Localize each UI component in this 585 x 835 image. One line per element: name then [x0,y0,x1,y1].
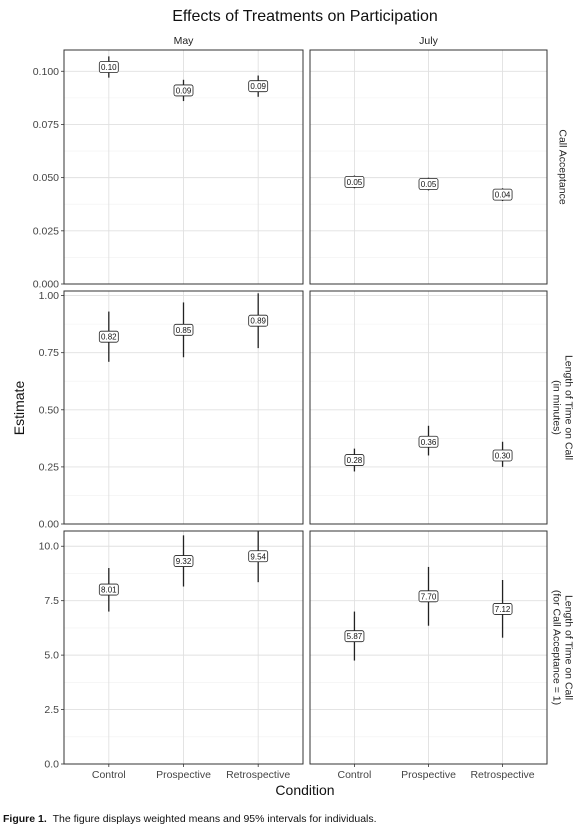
point-label-box [98,330,119,343]
point-label-box [173,555,194,567]
panel-border [309,49,548,285]
y-tick-label: 2.5 [44,704,59,716]
y-tick-label: 0.00 [39,519,60,531]
point-label-box [492,188,513,201]
panel-may-row-1: 0.10 0.09 0.09 0.000 0.025 0.050 0.075 0.100 May [33,35,304,291]
y-tick-label: 0.025 [33,225,59,237]
point-label: 5.87 [347,632,363,641]
column-strip-label: May [174,35,195,47]
x-tick-label: Prospective [401,769,456,781]
x-axis-label: Condition [275,782,334,798]
figure-caption: Figure 1. The figure displays weighted m… [3,813,583,825]
panel-border [63,290,304,525]
panel-july-row-1: 0.05 0.05 0.04 July [309,35,548,285]
point-label: 9.54 [250,552,266,561]
point-label: 7.70 [421,592,437,601]
y-tick-label: 0.75 [39,347,60,359]
x-tick-label: Retrospective [226,769,290,781]
plot-area: 0.10 0.09 0.09 0.000 0.025 0.050 0.075 0.100 May… [33,35,575,781]
row-strip-label-line: Length of Time on Call [563,355,575,460]
y-tick-label: 0.50 [39,404,60,416]
row-strip-label-line: (for Call Acceptance = 1) [551,590,563,705]
point-label: 0.04 [495,191,511,200]
y-tick-label: 10.0 [39,541,60,553]
caption-prefix: Figure 1. [3,813,47,825]
y-tick-label: 0.25 [39,461,60,473]
panel-border [63,49,304,285]
point-label: 0.05 [347,178,363,187]
panel-may-row-2: 0.82 0.85 0.89 0.00 0.25 0.50 0.75 1.00 [39,290,304,531]
point-label: 9.32 [176,557,192,566]
panel-july-row-2: 0.28 0.36 0.30 [309,290,548,525]
point-label-box [248,314,269,327]
x-tick-label: Control [338,769,372,781]
caption-text: The figure displays weighted means and 9… [52,813,377,825]
point-label: 0.89 [250,317,266,326]
row-strip-label: Length of Time on Call(in minutes) [551,355,575,460]
y-tick-label: 0.075 [33,119,59,131]
panel-july-row-3: 5.87 7.70 7.12 Control Prospective Retrospect… [309,530,548,781]
point-label: 0.10 [101,63,117,72]
x-tick-label: Prospective [156,769,211,781]
point-label-box [344,630,365,643]
x-tick-label: Retrospective [470,769,534,781]
point-label-box [418,435,439,448]
point-label: 8.01 [101,586,117,595]
point-label: 0.28 [347,456,363,465]
point-label: 0.09 [250,82,266,91]
row-strip-label-line: Length of Time on Call [563,595,575,700]
figure: Effects of Treatments on Participation E… [11,8,575,798]
point-label: 0.30 [495,451,511,460]
x-tick-label: Control [92,769,126,781]
point-label-box [98,583,119,596]
row-strip-label: Length of Time on Call(for Call Acceptan… [551,590,575,705]
point-label-box [98,61,119,73]
row-strip-label-line: (in minutes) [551,380,563,435]
point-label-box [344,175,365,188]
y-tick-label: 1.00 [39,290,60,302]
panel-border [309,290,548,525]
point-label-box [418,590,439,603]
column-strip-label: July [419,35,438,47]
point-label: 0.85 [176,326,192,335]
row-strip-label: Call Acceptance [557,129,569,204]
row-strip-label-line: Call Acceptance [557,129,569,204]
chart-title: Effects of Treatments on Participation [172,8,438,25]
point-label: 0.82 [101,333,117,342]
point-label-box [344,454,365,466]
point-label-box [492,449,513,462]
y-tick-label: 5.0 [44,650,59,662]
point-label-box [248,80,269,93]
y-tick-label: 0.0 [44,759,59,771]
point-label-box [173,84,194,97]
y-tick-label: 0.000 [33,279,59,291]
y-axis-label: Estimate [11,381,27,436]
point-label-box [418,178,439,190]
y-tick-label: 7.5 [44,595,59,607]
point-label-box [248,550,269,563]
point-label: 0.09 [176,86,192,95]
panel-may-row-3: 8.01 9.32 9.54 0.0 2.5 5.0 7.5 10.0 Control Prosp… [39,530,304,781]
point-label: 0.36 [421,438,437,447]
point-label-box [173,323,194,336]
y-tick-label: 0.050 [33,172,59,184]
y-tick-label: 0.100 [33,66,59,78]
point-label: 0.05 [421,180,437,189]
point-label: 7.12 [495,605,511,614]
point-label-box [492,603,513,615]
